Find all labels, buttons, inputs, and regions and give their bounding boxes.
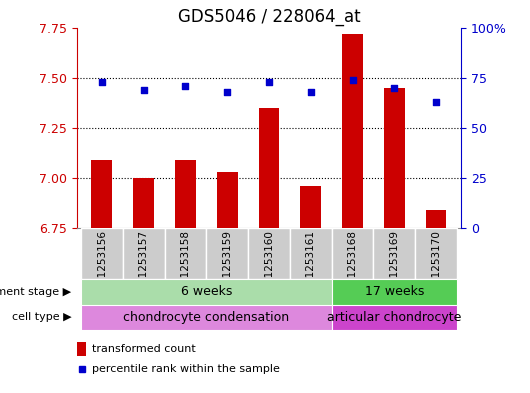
Point [223,88,232,95]
Point [348,77,357,83]
Bar [301,186,321,228]
Bar [175,160,196,228]
Title: GDS5046 / 228064_at: GDS5046 / 228064_at [178,8,360,26]
Text: GSM1253156: GSM1253156 [97,230,107,301]
Bar [206,228,248,279]
Bar [259,108,279,228]
Point [265,79,273,85]
Text: GSM1253158: GSM1253158 [180,230,190,301]
Point [306,88,315,95]
Text: GSM1253161: GSM1253161 [306,230,316,301]
Text: development stage ▶: development stage ▶ [0,287,72,297]
Bar [332,305,457,330]
Bar [81,228,123,279]
Bar [248,228,290,279]
Text: transformed count: transformed count [92,344,196,354]
Text: GSM1253157: GSM1253157 [139,230,149,301]
Text: cell type ▶: cell type ▶ [12,312,72,322]
Bar [81,279,332,305]
Bar [342,33,363,228]
Bar [77,342,86,356]
Bar [217,172,237,228]
Text: chondrocyte condensation: chondrocyte condensation [123,311,289,324]
Bar [164,228,206,279]
Point [432,99,440,105]
Text: articular chondrocyte: articular chondrocyte [327,311,462,324]
Text: GSM1253168: GSM1253168 [348,230,358,301]
Bar [81,305,332,330]
Bar [133,178,154,228]
Point [98,79,106,85]
Bar [332,228,374,279]
Bar [426,210,446,228]
Point [181,83,190,89]
Bar [123,228,164,279]
Point [390,84,399,91]
Bar [332,279,457,305]
Text: GSM1253160: GSM1253160 [264,230,274,300]
Text: GSM1253169: GSM1253169 [389,230,399,301]
Text: 17 weeks: 17 weeks [365,285,424,298]
Bar [92,160,112,228]
Bar [415,228,457,279]
Bar [290,228,332,279]
Text: 6 weeks: 6 weeks [181,285,232,298]
Bar [384,88,405,228]
Text: percentile rank within the sample: percentile rank within the sample [92,364,280,374]
Text: GSM1253159: GSM1253159 [222,230,232,301]
Bar [374,228,415,279]
Text: GSM1253170: GSM1253170 [431,230,441,300]
Point [139,86,148,93]
